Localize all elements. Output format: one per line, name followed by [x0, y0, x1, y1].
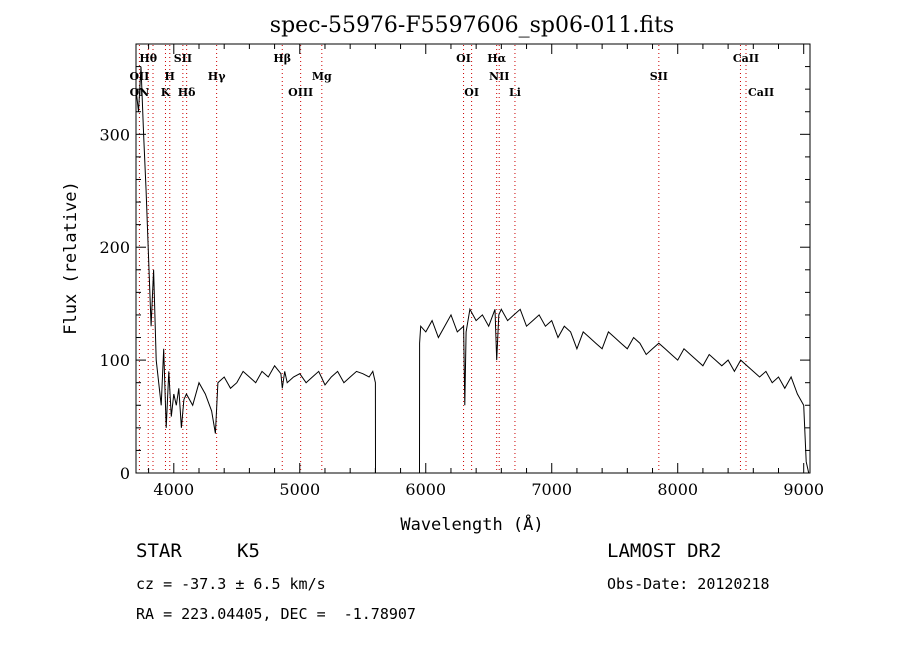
coordinates: RA = 223.04405, DEC = -1.78907: [136, 605, 416, 623]
object-subclass: K5: [237, 540, 260, 562]
x-tick-label: 4000: [153, 480, 194, 499]
line-label: SII: [650, 70, 668, 83]
y-tick-label: 0: [120, 464, 130, 483]
line-label: Hδ: [178, 86, 196, 99]
line-label: Hβ: [273, 52, 291, 65]
line-label: OI: [456, 52, 471, 65]
line-label: NII: [489, 70, 509, 83]
spectrum-line: [135, 66, 810, 474]
x-tick-label: 5000: [279, 480, 320, 499]
x-tick-label: 9000: [783, 480, 824, 499]
line-label: Mg: [312, 70, 332, 83]
line-label: Hθ: [139, 52, 157, 65]
plot-frame: [135, 43, 811, 474]
x-tick-label: 7000: [531, 480, 572, 499]
observation-date: Obs-Date: 20120218: [607, 575, 770, 593]
line-label: CaII: [748, 86, 774, 99]
line-label: H: [165, 70, 175, 83]
line-label: OIII: [288, 86, 313, 99]
y-tick-label: 300: [99, 125, 130, 144]
line-label: CaII: [733, 52, 759, 65]
y-tick-label: 100: [99, 351, 130, 370]
redshift-value: cz = -37.3 ± 6.5 km/s: [136, 575, 326, 593]
y-tick-label: 200: [99, 238, 130, 257]
chart-title: spec-55976-F5597606_sp06-011.fits: [270, 13, 674, 38]
line-label: Hα: [487, 52, 506, 65]
line-label: OI: [464, 86, 479, 99]
x-axis-label: Wavelength (Å): [400, 513, 543, 535]
line-label: OII: [129, 70, 149, 83]
line-label: Li: [509, 86, 521, 99]
x-tick-label: 8000: [657, 480, 698, 499]
y-axis-label: Flux (relative): [61, 181, 81, 335]
line-label: SII: [174, 52, 192, 65]
x-tick-label: 6000: [405, 480, 446, 499]
object-class: STAR: [136, 540, 182, 562]
line-label: K: [161, 86, 171, 99]
survey-label: LAMOST DR2: [607, 540, 722, 562]
line-label: Hγ: [208, 70, 226, 83]
